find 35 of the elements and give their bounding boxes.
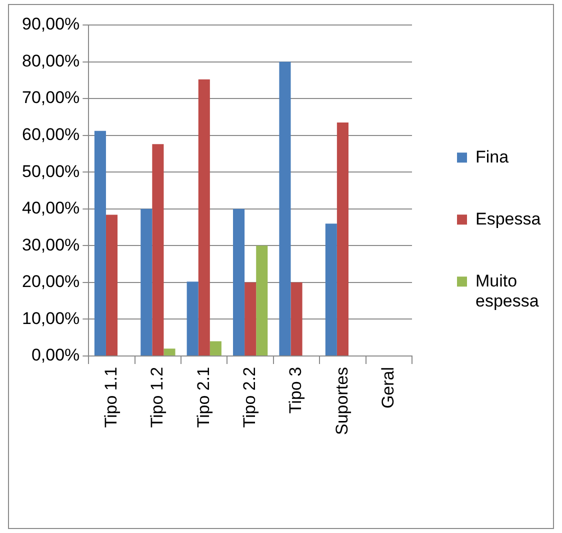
y-tick-label: 90,00% (22, 14, 80, 34)
bar (152, 144, 164, 356)
legend-label: Espessa (476, 209, 542, 228)
x-tick-label: Tipo 1.2 (148, 366, 167, 428)
bar (210, 341, 222, 356)
bar (106, 214, 118, 356)
x-tick-label: Suportes (332, 366, 352, 436)
x-tick-label: Tipo 2.2 (240, 366, 260, 428)
bar (198, 79, 210, 356)
bar (164, 348, 176, 356)
bar (233, 208, 245, 356)
x-tick-label: Geral (378, 366, 398, 409)
bar (244, 282, 256, 356)
bar (256, 246, 268, 356)
y-tick-label: 60,00% (22, 125, 80, 144)
bar (325, 224, 337, 356)
legend-label: Muito espessa (476, 271, 540, 311)
y-tick-label: 40,00% (22, 198, 80, 218)
bar (279, 62, 291, 356)
y-tick-label: 0,00% (31, 346, 80, 365)
y-tick-label: 30,00% (22, 235, 80, 254)
bar (186, 282, 198, 356)
y-tick-label: 10,00% (22, 308, 80, 328)
y-tick-label: 20,00% (22, 272, 80, 292)
x-tick-label: Tipo 1.1 (101, 366, 120, 428)
y-tick-label: 50,00% (22, 162, 80, 181)
legend-label: Fina (476, 147, 510, 166)
bar (336, 122, 348, 356)
x-tick-label: Tipo 2.1 (194, 366, 213, 428)
y-tick-label: 70,00% (22, 88, 80, 108)
bar (140, 208, 152, 356)
bar (94, 130, 106, 356)
y-tick-label: 80,00% (22, 51, 80, 70)
bar (290, 282, 302, 356)
x-tick-label: Tipo 3 (286, 366, 306, 414)
